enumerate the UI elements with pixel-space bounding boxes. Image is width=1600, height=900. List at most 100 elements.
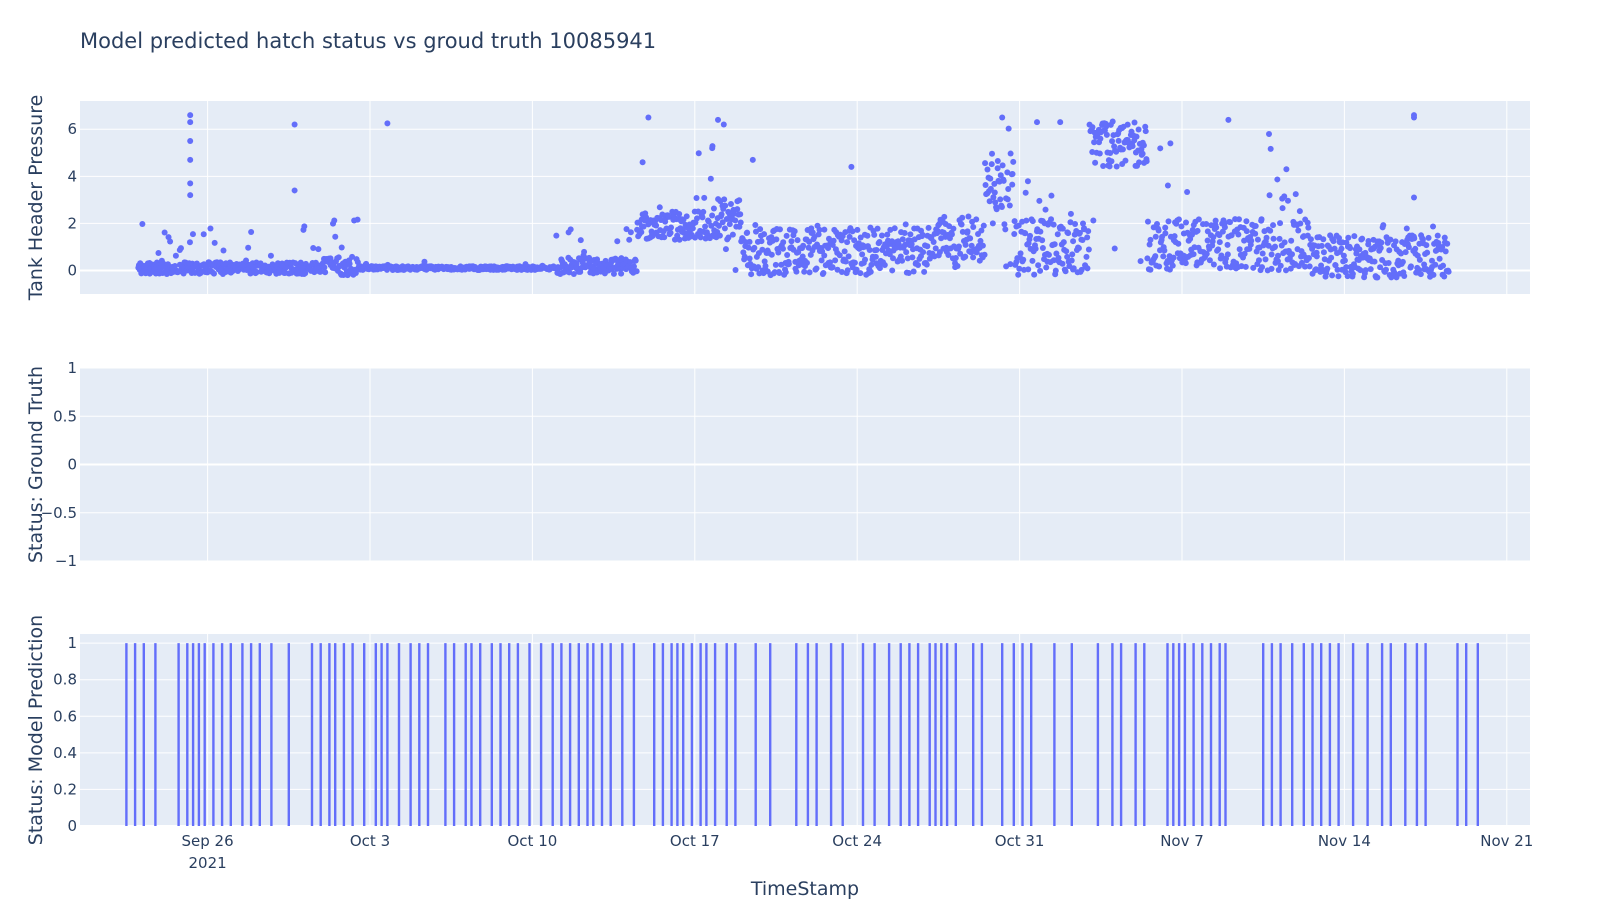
pressure-point bbox=[1306, 263, 1313, 270]
pressure-point bbox=[322, 269, 329, 276]
pressure-point bbox=[1184, 188, 1191, 195]
pressure-point bbox=[1252, 223, 1259, 230]
pressure-point bbox=[171, 263, 178, 270]
y-axis-title: Status: Ground Truth bbox=[25, 366, 47, 563]
prediction-bar bbox=[270, 643, 273, 826]
prediction-bar bbox=[409, 643, 412, 826]
pressure-point bbox=[994, 165, 1001, 172]
pressure-point bbox=[1217, 265, 1224, 272]
pressure-point bbox=[857, 234, 864, 241]
prediction-bar bbox=[908, 643, 911, 826]
chart-title: Model predicted hatch status vs groud tr… bbox=[80, 29, 657, 53]
prediction-bar bbox=[577, 643, 580, 826]
pressure-point bbox=[1115, 137, 1122, 144]
pressure-point bbox=[1204, 237, 1211, 244]
pressure-point bbox=[987, 185, 994, 192]
prediction-bar bbox=[699, 643, 702, 826]
pressure-point bbox=[999, 162, 1006, 169]
pressure-point bbox=[761, 258, 768, 265]
pressure-point bbox=[836, 252, 843, 259]
pressure-point bbox=[577, 237, 584, 244]
pressure-point bbox=[1387, 236, 1394, 243]
pressure-point bbox=[784, 252, 791, 259]
pressure-point bbox=[825, 245, 832, 252]
pressure-point bbox=[1152, 233, 1159, 240]
pressure-point bbox=[1068, 257, 1075, 264]
pressure-point bbox=[1137, 258, 1144, 265]
pressure-point bbox=[301, 223, 308, 230]
pressure-point bbox=[1147, 236, 1154, 243]
pressure-point bbox=[827, 259, 834, 266]
pressure-point bbox=[992, 199, 999, 206]
prediction-bar bbox=[1030, 643, 1033, 826]
pressure-point bbox=[776, 269, 783, 276]
pressure-point bbox=[1349, 270, 1356, 277]
pressure-point bbox=[848, 163, 855, 170]
pressure-point bbox=[844, 267, 851, 274]
pressure-point bbox=[987, 175, 994, 182]
pressure-point bbox=[177, 245, 184, 252]
prediction-bar bbox=[528, 643, 531, 826]
pressure-point bbox=[1313, 253, 1320, 260]
pressure-point bbox=[959, 228, 966, 235]
pressure-point bbox=[978, 227, 985, 234]
pressure-point bbox=[1250, 264, 1257, 271]
pressure-point bbox=[667, 229, 674, 236]
prediction-bar bbox=[1111, 643, 1114, 826]
pressure-point bbox=[952, 255, 959, 262]
pressure-point bbox=[553, 232, 560, 239]
prediction-bar bbox=[539, 643, 543, 826]
pressure-point bbox=[1441, 234, 1448, 241]
y-tick-label: 0.4 bbox=[53, 744, 77, 762]
prediction-bar bbox=[191, 643, 195, 826]
pressure-point bbox=[1353, 250, 1360, 257]
pressure-point bbox=[1279, 205, 1286, 212]
pressure-point bbox=[758, 238, 765, 245]
pressure-point bbox=[267, 252, 274, 259]
pressure-point bbox=[1154, 221, 1161, 228]
pressure-point bbox=[155, 250, 162, 257]
pressure-point bbox=[1048, 192, 1055, 199]
pressure-point bbox=[1235, 231, 1242, 238]
pressure-point bbox=[1403, 225, 1410, 232]
pressure-point bbox=[1007, 150, 1014, 157]
pressure-point bbox=[1140, 142, 1147, 149]
pressure-point bbox=[1277, 262, 1284, 269]
pressure-point bbox=[732, 217, 739, 224]
pressure-point bbox=[904, 255, 911, 262]
prediction-bar bbox=[940, 643, 943, 826]
pressure-point bbox=[986, 198, 993, 205]
pressure-point bbox=[1275, 252, 1282, 259]
pressure-point bbox=[1423, 242, 1430, 249]
pressure-point bbox=[689, 225, 696, 232]
pressure-point bbox=[818, 257, 825, 264]
pressure-point bbox=[1106, 163, 1113, 170]
prediction-bar bbox=[592, 643, 595, 826]
pressure-point bbox=[645, 114, 652, 121]
pressure-point bbox=[1161, 247, 1168, 254]
pressure-point bbox=[1004, 196, 1011, 203]
prediction-bar bbox=[499, 643, 502, 826]
pressure-point bbox=[1377, 264, 1384, 271]
pressure-point bbox=[1069, 251, 1076, 258]
prediction-bar bbox=[1183, 643, 1187, 826]
pressure-point bbox=[187, 180, 194, 187]
prediction-bar bbox=[229, 643, 232, 826]
pressure-point bbox=[715, 222, 722, 229]
pressure-point bbox=[1402, 249, 1409, 256]
pressure-point bbox=[661, 234, 668, 241]
pressure-point bbox=[253, 269, 260, 276]
pressure-point bbox=[1334, 266, 1341, 273]
pressure-point bbox=[656, 204, 663, 211]
pressure-point bbox=[1037, 228, 1044, 235]
pressure-point bbox=[186, 239, 193, 246]
pressure-point bbox=[1169, 262, 1176, 269]
pressure-point bbox=[821, 226, 828, 233]
pressure-point bbox=[1124, 121, 1131, 128]
pressure-point bbox=[1385, 260, 1392, 267]
pressure-point bbox=[1392, 238, 1399, 245]
prediction-bar bbox=[203, 643, 206, 826]
pressure-point bbox=[1165, 218, 1172, 225]
prediction-bar bbox=[1177, 643, 1181, 826]
pressure-point bbox=[1399, 258, 1406, 265]
